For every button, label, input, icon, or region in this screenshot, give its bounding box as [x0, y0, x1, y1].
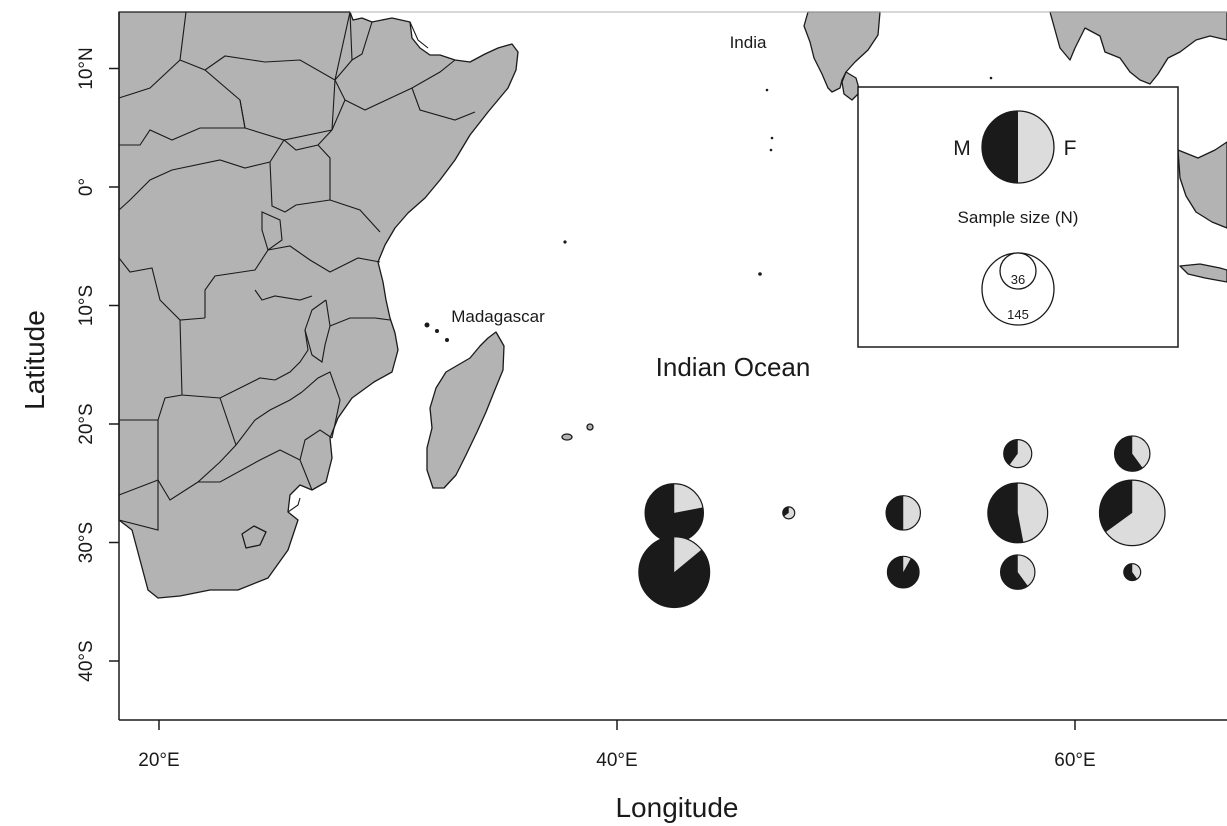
- sex-ratio-pies: [638, 435, 1166, 609]
- y-axis-ticks: 10°N 0° 10°S 20°S 30°S 40°S: [76, 47, 119, 682]
- maldives-island: [769, 148, 773, 152]
- pie-male-slice: [638, 536, 710, 608]
- legend-pie-outline: [981, 110, 1055, 184]
- pie-outline: [782, 506, 796, 520]
- pie-outline: [1113, 435, 1151, 472]
- x-axis-title: Longitude: [615, 792, 738, 823]
- legend-male-label: M: [953, 137, 971, 160]
- pie-outline: [885, 495, 922, 531]
- legend-sample-size-title: Sample size (N): [958, 208, 1079, 227]
- pie-outline: [999, 554, 1036, 590]
- y-axis-title: Latitude: [19, 310, 50, 410]
- y-tick-label: 10°S: [76, 285, 97, 326]
- site-pie: [1123, 563, 1142, 582]
- pie-male-slice: [887, 556, 920, 588]
- x-axis-ticks: 20°E40°E60°E80°E100°E: [138, 720, 1096, 771]
- india-label: India: [730, 33, 767, 52]
- x-tick-label: 20°E: [138, 750, 179, 771]
- comoros-island: [445, 338, 449, 342]
- legend-female-label: F: [1064, 137, 1077, 160]
- southeast-asia-landmass: [1049, 11, 1227, 85]
- madagascar-landmass: [426, 331, 505, 489]
- lesotho-landmass: [241, 525, 267, 549]
- legend-female-half: [1018, 111, 1054, 183]
- y-tick-label: 20°S: [76, 403, 97, 444]
- x-tick-label: 40°E: [596, 750, 637, 771]
- pie-male-slice: [987, 482, 1024, 543]
- pie-outline: [886, 555, 920, 589]
- legend-large-n: 145: [1007, 307, 1029, 322]
- madagascar-label: Madagascar: [451, 307, 545, 326]
- y-tick-label: 0°: [76, 178, 97, 196]
- pie-male-slice: [1003, 439, 1018, 465]
- site-pie: [1003, 439, 1033, 469]
- country-borders: [118, 11, 476, 531]
- legend-small-n: 36: [1011, 272, 1025, 287]
- legend-box: M F Sample size (N) 36 145: [857, 86, 1179, 348]
- pie-male-slice: [1000, 554, 1028, 590]
- comoros-island: [424, 322, 430, 328]
- pie-outline: [638, 536, 711, 609]
- pie-outline: [1098, 479, 1166, 547]
- y-tick-label: 30°S: [76, 522, 97, 563]
- maldives-island: [770, 136, 774, 140]
- site-pie: [886, 555, 920, 589]
- site-pie: [644, 483, 704, 543]
- pie-male-slice: [1099, 480, 1133, 533]
- site-pie: [1098, 479, 1166, 547]
- sumatra-landmass: [1177, 141, 1227, 229]
- pie-outline: [1123, 563, 1142, 582]
- axes: 20°E40°E60°E80°E100°E 10°N0°10°S20°S30°S…: [19, 11, 1227, 823]
- x-tick-label: 60°E: [1054, 750, 1095, 771]
- pie-male-slice: [1114, 435, 1143, 472]
- reunion-island: [561, 433, 573, 441]
- site-pie: [638, 536, 711, 609]
- site-pie: [1113, 435, 1151, 472]
- pie-outline: [987, 482, 1049, 544]
- pie-outline: [1003, 439, 1033, 469]
- site-pie: [782, 506, 796, 520]
- y-tick-label: 10°N: [76, 47, 97, 89]
- pie-male-slice: [645, 483, 704, 543]
- legend-male-half: [982, 111, 1018, 183]
- pie-male-slice: [1123, 563, 1138, 581]
- chagos-island: [758, 272, 762, 276]
- site-pie: [885, 495, 922, 531]
- indian-ocean-label: Indian Ocean: [656, 352, 811, 382]
- site-pie: [999, 554, 1036, 590]
- comoros-island: [435, 329, 439, 333]
- seychelles-island: [563, 240, 567, 244]
- y-tick-label: 40°S: [76, 640, 97, 681]
- legend-small-circle: [999, 252, 1037, 290]
- maldives-island: [765, 88, 769, 92]
- sri-lanka-landmass: [841, 71, 861, 101]
- pie-male-slice: [886, 495, 904, 531]
- andaman-island: [989, 76, 993, 80]
- java-landmass: [1179, 263, 1227, 283]
- site-pie: [987, 482, 1049, 544]
- india-landmass: [803, 11, 881, 93]
- mauritius-island: [586, 423, 594, 431]
